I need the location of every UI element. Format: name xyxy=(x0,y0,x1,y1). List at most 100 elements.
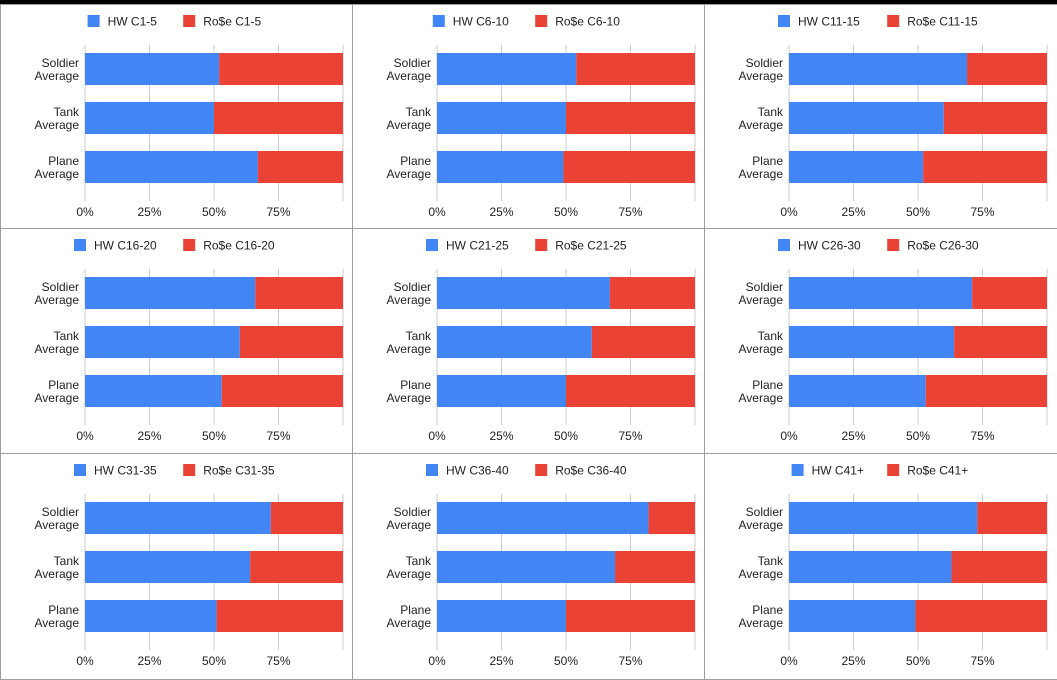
legend-swatch-rose xyxy=(887,239,899,251)
bar-rose xyxy=(648,502,694,534)
category-label: Average xyxy=(386,293,431,307)
x-tick-label: 75% xyxy=(970,205,994,219)
bar-hw xyxy=(437,53,576,85)
x-tick-label: 50% xyxy=(553,205,577,219)
category-label: Soldier xyxy=(745,56,782,70)
bar-hw xyxy=(789,551,952,583)
bar-rose xyxy=(566,600,695,632)
bar-hw xyxy=(85,502,271,534)
bar-rose xyxy=(563,151,695,183)
legend-swatch-rose xyxy=(887,464,899,476)
legend-swatch-rose xyxy=(535,239,547,251)
bar-rose xyxy=(591,326,694,358)
category-label: Tank xyxy=(405,554,431,568)
legend-swatch-rose xyxy=(535,15,547,27)
legend-label-rose: Ro$e C1-5 xyxy=(203,14,261,28)
bar-hw xyxy=(85,277,255,309)
bar-rose xyxy=(239,326,342,358)
legend-label-hw: HW C21-25 xyxy=(446,238,509,252)
x-tick-label: 75% xyxy=(970,429,994,443)
category-label: Average xyxy=(738,616,783,630)
bar-hw xyxy=(437,502,649,534)
bar-hw xyxy=(85,375,222,407)
bar-rose xyxy=(566,375,695,407)
bar-hw xyxy=(437,375,566,407)
bar-rose xyxy=(219,53,343,85)
x-tick-label: 25% xyxy=(489,429,513,443)
legend-swatch-rose xyxy=(183,464,195,476)
bar-rose xyxy=(576,53,695,85)
x-tick-label: 50% xyxy=(201,205,225,219)
category-label: Average xyxy=(34,118,79,132)
bar-rose xyxy=(250,551,343,583)
category-label: Plane xyxy=(752,378,783,392)
legend-swatch-hw xyxy=(432,15,444,27)
legend-swatch-hw xyxy=(426,239,438,251)
category-label: Average xyxy=(386,616,431,630)
legend-label-rose: Ro$e C16-20 xyxy=(203,238,275,252)
x-tick-label: 0% xyxy=(428,429,446,443)
bar-rose xyxy=(270,502,342,534)
category-label: Tank xyxy=(757,329,783,343)
category-label: Tank xyxy=(53,329,79,343)
category-label: Tank xyxy=(405,105,431,119)
x-tick-label: 0% xyxy=(76,205,94,219)
bar-hw xyxy=(437,551,615,583)
category-label: Average xyxy=(386,167,431,181)
category-label: Average xyxy=(738,342,783,356)
category-label: Soldier xyxy=(41,505,78,519)
category-label: Average xyxy=(386,118,431,132)
category-label: Average xyxy=(738,567,783,581)
bar-rose xyxy=(257,151,342,183)
category-label: Soldier xyxy=(41,280,78,294)
category-label: Average xyxy=(34,616,79,630)
category-label: Tank xyxy=(53,105,79,119)
bar-rose xyxy=(951,551,1046,583)
bar-rose xyxy=(967,53,1047,85)
category-label: Average xyxy=(738,69,783,83)
x-tick-label: 75% xyxy=(618,654,642,668)
category-label: Tank xyxy=(405,329,431,343)
category-label: Average xyxy=(34,518,79,532)
legend-label-hw: HW C26-30 xyxy=(798,238,861,252)
bar-rose xyxy=(972,277,1047,309)
x-tick-label: 25% xyxy=(489,654,513,668)
bar-hw xyxy=(437,277,610,309)
x-tick-label: 25% xyxy=(841,654,865,668)
bar-rose xyxy=(615,551,695,583)
legend-swatch-hw xyxy=(778,239,790,251)
category-label: Average xyxy=(34,391,79,405)
bar-rose xyxy=(977,502,1047,534)
category-label: Average xyxy=(738,118,783,132)
x-tick-label: 75% xyxy=(970,654,994,668)
legend-swatch-hw xyxy=(426,464,438,476)
bar-rose xyxy=(214,102,343,134)
bar-hw xyxy=(437,151,563,183)
legend-label-rose: Ro$e C6-10 xyxy=(555,14,620,28)
category-label: Plane xyxy=(400,378,431,392)
x-tick-label: 50% xyxy=(905,654,929,668)
bar-hw xyxy=(789,53,967,85)
x-tick-label: 75% xyxy=(618,429,642,443)
x-tick-label: 50% xyxy=(553,654,577,668)
category-label: Plane xyxy=(48,378,79,392)
x-tick-label: 0% xyxy=(780,429,798,443)
x-tick-label: 75% xyxy=(266,205,290,219)
category-label: Average xyxy=(386,69,431,83)
legend-swatch-rose xyxy=(183,239,195,251)
bar-hw xyxy=(789,375,926,407)
bar-hw xyxy=(789,326,954,358)
category-label: Tank xyxy=(53,554,79,568)
legend-label-hw: HW C36-40 xyxy=(446,463,509,477)
legend-swatch-hw xyxy=(74,239,86,251)
x-tick-label: 75% xyxy=(266,654,290,668)
category-label: Average xyxy=(34,342,79,356)
category-label: Soldier xyxy=(393,505,430,519)
bar-hw xyxy=(85,53,219,85)
